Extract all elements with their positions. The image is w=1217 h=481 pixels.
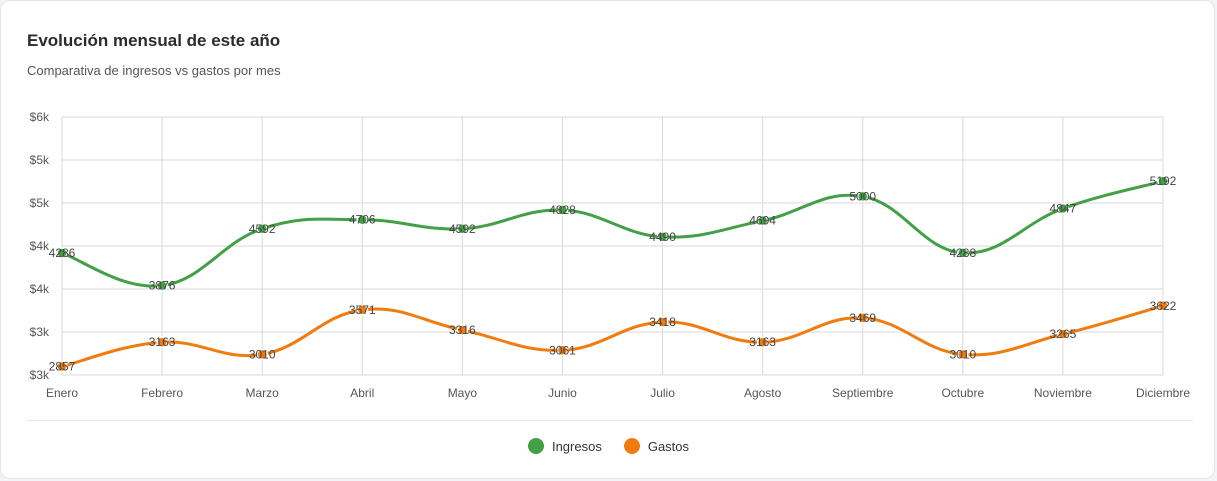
legend-swatch-gastos (624, 438, 640, 454)
data-label-gastos: 3163 (149, 335, 176, 349)
legend-label-ingresos: Ingresos (552, 439, 602, 454)
series-line-gastos (62, 306, 1163, 367)
data-label-ingresos: 4592 (449, 222, 476, 236)
data-label-gastos: 3316 (449, 323, 476, 337)
data-label-ingresos: 4592 (249, 222, 276, 236)
data-label-ingresos: 4847 (1050, 202, 1077, 216)
x-tick-label: Agosto (744, 386, 782, 400)
x-tick-label: Febrero (141, 386, 183, 400)
y-tick-label: $4k (30, 282, 50, 296)
data-label-gastos: 2857 (49, 360, 76, 374)
data-label-ingresos: 4286 (49, 246, 76, 260)
data-label-gastos: 3571 (349, 303, 376, 317)
series-line-ingresos (62, 181, 1163, 286)
legend-divider (27, 420, 1193, 421)
data-label-gastos: 3010 (249, 347, 276, 361)
legend-swatch-ingresos (528, 438, 544, 454)
x-tick-label: Enero (46, 386, 78, 400)
legend-item-gastos[interactable]: Gastos (624, 438, 689, 454)
data-label-ingresos: 5192 (1150, 174, 1177, 188)
data-label-gastos: 3418 (649, 315, 676, 329)
data-label-gastos: 3163 (749, 335, 776, 349)
data-label-gastos: 3061 (549, 343, 576, 357)
y-tick-label: $4k (30, 239, 50, 253)
data-label-ingresos: 4706 (349, 213, 376, 227)
legend-item-ingresos[interactable]: Ingresos (528, 438, 602, 454)
x-tick-label: Julio (650, 386, 675, 400)
data-label-gastos: 3469 (849, 311, 876, 325)
data-label-ingresos: 3876 (149, 279, 176, 293)
x-tick-label: Marzo (246, 386, 280, 400)
x-tick-label: Abril (350, 386, 374, 400)
x-tick-label: Diciembre (1136, 386, 1190, 400)
data-label-ingresos: 4490 (649, 230, 676, 244)
data-label-gastos: 3265 (1050, 327, 1077, 341)
data-label-gastos: 3010 (949, 347, 976, 361)
y-tick-label: $3k (30, 368, 50, 382)
line-chart: $6k $5k $5k $4k $4k $3k $3k Enero Febrero Marzo Ab… (1, 1, 1216, 411)
data-label-gastos: 3622 (1150, 299, 1177, 313)
y-tick-label: $5k (30, 196, 50, 210)
y-tick-label: $6k (30, 110, 50, 124)
x-tick-label: Septiembre (832, 386, 894, 400)
data-label-ingresos: 5000 (849, 189, 876, 203)
x-tick-label: Mayo (448, 386, 478, 400)
data-label-ingresos: 4828 (549, 203, 576, 217)
x-tick-label: Noviembre (1034, 386, 1092, 400)
chart-legend: Ingresos Gastos (1, 438, 1216, 454)
legend-label-gastos: Gastos (648, 439, 689, 454)
data-label-ingresos: 4288 (949, 246, 976, 260)
data-label-ingresos: 4694 (749, 214, 776, 228)
y-tick-label: $3k (30, 325, 50, 339)
y-tick-label: $5k (30, 153, 50, 167)
x-tick-label: Junio (548, 386, 577, 400)
x-tick-label: Octubre (941, 386, 984, 400)
